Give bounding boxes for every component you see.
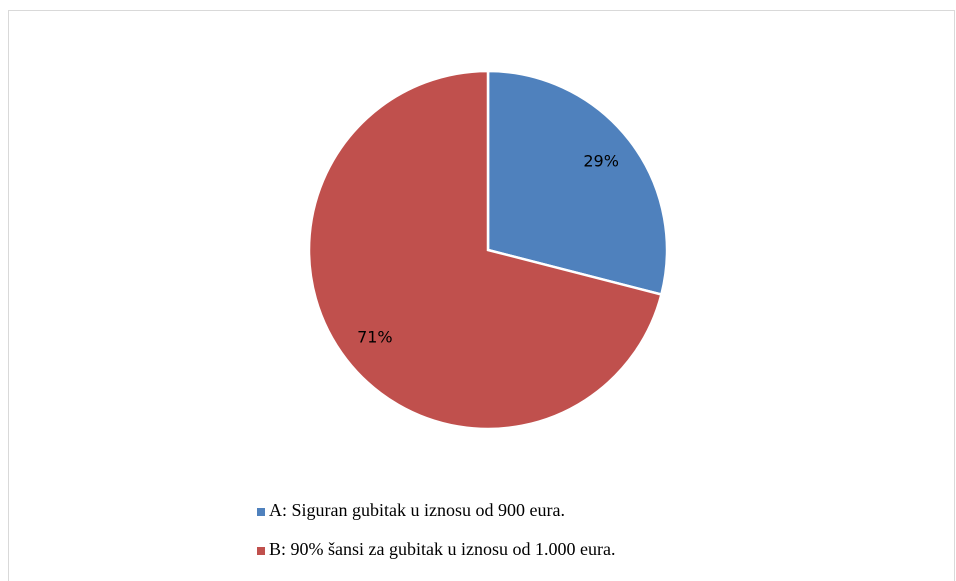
pie-slice [486,69,669,297]
legend-marker [257,508,265,516]
pie-slice [307,69,663,431]
legend-label: A: Siguran gubitak u iznosu od 900 eura. [269,500,565,520]
legend-label: B: 90% šansi za gubitak u iznosu od 1.00… [269,539,615,559]
data-label: 71% [357,327,393,346]
legend-marker [257,547,265,555]
data-label: 29% [583,152,619,171]
